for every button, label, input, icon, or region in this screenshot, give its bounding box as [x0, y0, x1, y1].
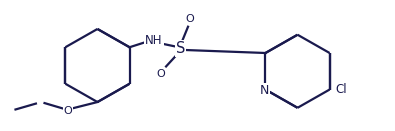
Text: O: O: [64, 106, 72, 116]
Text: N: N: [260, 84, 269, 97]
Text: O: O: [156, 69, 166, 79]
Text: NH: NH: [145, 34, 163, 47]
Text: Cl: Cl: [336, 83, 347, 96]
Text: S: S: [176, 41, 185, 56]
Text: O: O: [185, 14, 194, 24]
